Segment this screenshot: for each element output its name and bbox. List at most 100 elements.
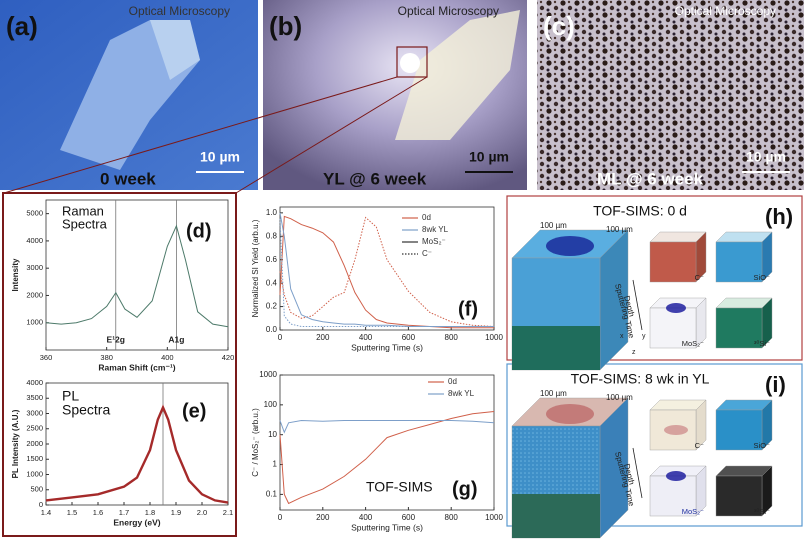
x-axis-label: Sputtering Time (s) xyxy=(351,342,423,352)
panel-tag: (f) xyxy=(458,298,478,320)
x-tick-label: 380 xyxy=(100,353,113,362)
flake xyxy=(150,20,200,80)
annotation: Spectra xyxy=(62,216,108,231)
x-tick-label: 1.7 xyxy=(119,508,129,517)
x-axis-label: Sputtering Time (s) xyxy=(351,522,423,532)
cube-front xyxy=(715,409,763,451)
cube-front xyxy=(649,475,697,517)
x-tick-label: 800 xyxy=(445,513,459,522)
y-axis-label: Normalized SI Yield (arb.u.) xyxy=(251,219,260,317)
y-axis-label: C⁻ / MoS₂⁻ (arb.u.) xyxy=(251,408,260,477)
caption: Optical Microscopy xyxy=(129,4,230,18)
data-line xyxy=(45,224,229,328)
y-tick-label: 0.1 xyxy=(266,490,278,499)
y-tick-label: 1000 xyxy=(26,318,43,327)
peak-label: A1g xyxy=(168,334,184,344)
annotation: PL xyxy=(62,388,79,404)
annotation: TOF-SIMS xyxy=(366,479,433,495)
y-tick-label: 10 xyxy=(268,430,277,439)
annotation: Raman xyxy=(62,203,104,218)
x-tick-label: 1.4 xyxy=(41,508,51,517)
panel-title: TOF-SIMS: 8 wk in YL xyxy=(571,371,710,387)
depth-arrow xyxy=(632,447,643,499)
peak-label: E¹2g xyxy=(107,334,125,344)
x-tick-label: 400 xyxy=(359,513,373,522)
panel-b xyxy=(263,0,527,190)
y-tick-label: 3000 xyxy=(26,263,43,272)
y-tick-label: 5000 xyxy=(26,209,43,218)
y-tick-label: 0.0 xyxy=(266,325,278,334)
dimension-label: 100 µm xyxy=(540,221,567,230)
cube-lower xyxy=(512,326,600,370)
y-tick-label: 4000 xyxy=(26,236,43,245)
zoom-line xyxy=(235,76,428,194)
y-tick-label: 4000 xyxy=(26,378,43,387)
map-label: C⁻ xyxy=(695,273,704,282)
map-label: ³⁰Si⁻ xyxy=(754,339,770,348)
cube-front xyxy=(715,475,763,517)
panel-tag: (e) xyxy=(182,400,206,422)
legend-label: C⁻ xyxy=(422,249,432,258)
dimension-label: 100 µm xyxy=(606,393,633,402)
flake xyxy=(400,53,420,73)
plot-frame xyxy=(279,374,495,511)
y-tick-label: 1000 xyxy=(26,469,43,478)
y-tick-label: 100 xyxy=(264,400,278,409)
map-label: MoS₂⁻ xyxy=(682,339,704,348)
map-label: C⁻ xyxy=(695,441,704,450)
x-tick-label: 400 xyxy=(359,333,373,342)
x-axis-label: Energy (eV) xyxy=(113,517,160,527)
legend-label: 8wk YL xyxy=(448,389,475,398)
x-tick-label: 1.8 xyxy=(145,508,155,517)
x-tick-label: 0 xyxy=(278,333,283,342)
axis-glyph: y xyxy=(642,333,646,340)
y-tick-label: 0.4 xyxy=(266,278,278,287)
y-tick-label: 0.8 xyxy=(266,231,278,240)
panel-tag: (c) xyxy=(543,11,575,41)
dimension-label: 100 µm xyxy=(606,225,633,234)
y-tick-label: 0.2 xyxy=(266,302,278,311)
data-line xyxy=(279,212,494,327)
scale-label: 10 µm xyxy=(746,149,786,165)
x-tick-label: 2.1 xyxy=(223,508,233,517)
legend-label: 0d xyxy=(448,377,457,386)
y-tick-label: 1500 xyxy=(26,454,43,463)
panel-tag: (h) xyxy=(765,204,793,229)
zoom-line xyxy=(3,76,398,194)
depth-arrow xyxy=(632,279,643,331)
map-label: SiO⁻ xyxy=(754,441,771,450)
panel-title: TOF-SIMS: 0 d xyxy=(593,203,687,219)
legend-label: 0d xyxy=(422,213,431,222)
x-tick-label: 1000 xyxy=(485,513,503,522)
legend-label: 8wk YL xyxy=(422,225,449,234)
x-tick-label: 360 xyxy=(40,353,53,362)
y-tick-label: 0 xyxy=(39,500,43,509)
x-tick-label: 1.5 xyxy=(67,508,77,517)
panel-de-frame xyxy=(2,192,237,537)
cube-feature xyxy=(546,404,594,424)
plot-frame xyxy=(279,206,495,331)
flake xyxy=(395,10,520,140)
y-tick-label: 3000 xyxy=(26,408,43,417)
data-line xyxy=(45,404,229,504)
y-tick-label: 1 xyxy=(273,460,278,469)
x-tick-label: 200 xyxy=(316,513,330,522)
cube-front xyxy=(715,241,763,283)
caption: Optical Microscopy xyxy=(398,4,499,18)
panel-tag: (g) xyxy=(452,478,478,500)
y-tick-label: 1.0 xyxy=(266,208,278,217)
y-tick-label: 2500 xyxy=(26,424,43,433)
y-tick-label: 2000 xyxy=(26,290,43,299)
x-tick-label: 1000 xyxy=(485,333,503,342)
y-tick-label: 2000 xyxy=(26,439,43,448)
panel-tag: (i) xyxy=(765,372,786,397)
y-tick-label: 3500 xyxy=(26,393,43,402)
panel-a xyxy=(0,0,258,190)
zoom-box xyxy=(396,46,428,78)
x-tick-label: 400 xyxy=(161,353,174,362)
axis-glyph: x xyxy=(620,333,624,340)
cube-feature xyxy=(666,303,686,313)
cube-front xyxy=(649,241,697,283)
scale-label: 10 µm xyxy=(469,149,509,165)
